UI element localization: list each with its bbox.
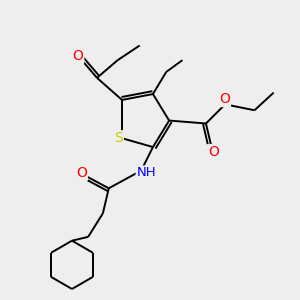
Text: O: O	[219, 92, 230, 106]
Text: O: O	[208, 145, 219, 159]
Text: O: O	[72, 49, 83, 63]
Text: S: S	[114, 131, 123, 145]
Text: NH: NH	[137, 167, 156, 179]
Text: O: O	[76, 166, 87, 180]
